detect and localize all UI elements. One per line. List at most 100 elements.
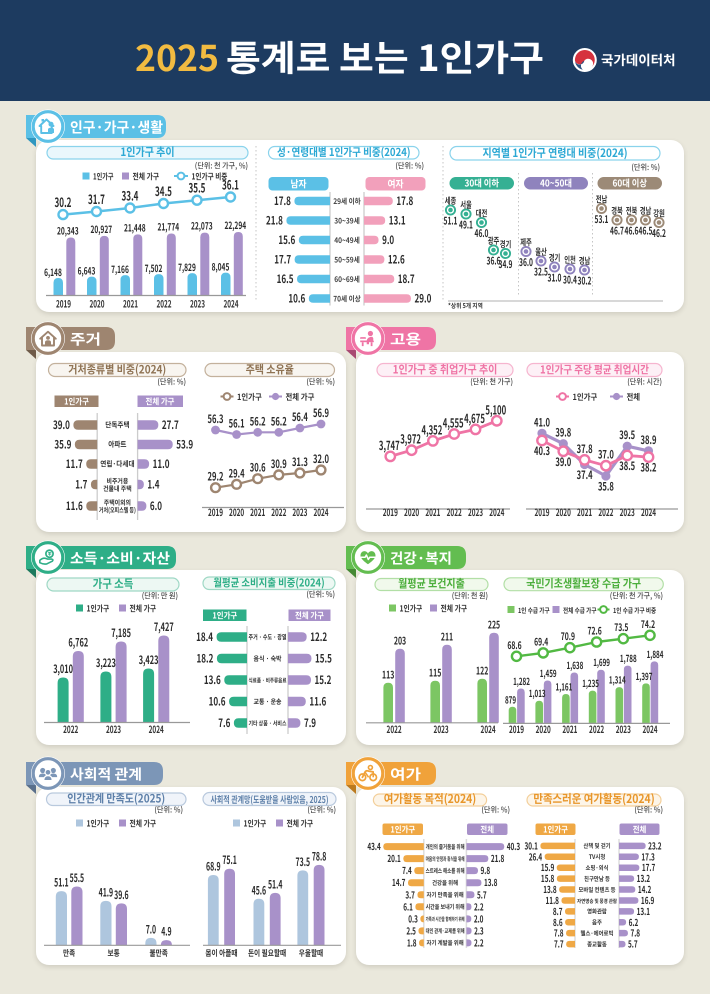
svg-text:3,423: 3,423	[139, 652, 159, 668]
svg-text:38.9: 38.9	[641, 432, 657, 448]
svg-text:37.0: 37.0	[598, 447, 614, 463]
svg-text:2021: 2021	[577, 504, 592, 519]
svg-text:헬스·에어로빅: 헬스·에어로빅	[581, 928, 614, 937]
svg-text:36.0: 36.0	[519, 255, 533, 270]
svg-text:전체 가구: 전체 가구	[130, 602, 157, 614]
svg-text:2.3: 2.3	[474, 923, 484, 937]
svg-text:사회적 관계망(도움받을 사람있음, 2025): 사회적 관계망(도움받을 사람있음, 2025)	[211, 792, 329, 806]
svg-text:2023: 2023	[468, 504, 483, 519]
svg-text:2019: 2019	[534, 504, 549, 519]
svg-text:2023: 2023	[106, 721, 121, 736]
svg-text:전체: 전체	[627, 391, 641, 403]
svg-text:(단위: 천 가구, %): (단위: 천 가구, %)	[195, 161, 248, 172]
svg-text:(단위: %): (단위: %)	[157, 377, 186, 388]
svg-text:돈이 필요할때: 돈이 필요할때	[248, 947, 286, 959]
svg-text:39.6: 39.6	[114, 887, 129, 903]
svg-text:건물내 주택: 건물내 주택	[103, 483, 132, 493]
svg-text:38.5: 38.5	[619, 458, 635, 474]
svg-text:광주: 광주	[488, 234, 500, 247]
svg-text:70.9: 70.9	[561, 628, 575, 643]
svg-text:30.4: 30.4	[563, 272, 577, 287]
svg-text:2024: 2024	[313, 504, 328, 519]
svg-text:4,675: 4,675	[464, 408, 485, 427]
svg-text:2020: 2020	[89, 296, 104, 311]
svg-text:0.3: 0.3	[408, 911, 418, 925]
svg-text:39.8: 39.8	[555, 425, 571, 441]
svg-text:1,314: 1,314	[609, 673, 626, 687]
svg-text:지역별 1인가구 연령대 비중(2024): 지역별 1인가구 연령대 비중(2024)	[482, 145, 627, 161]
svg-text:2024: 2024	[489, 504, 504, 519]
svg-text:56.9: 56.9	[313, 405, 329, 421]
svg-text:115: 115	[429, 665, 441, 680]
svg-text:6.0: 6.0	[150, 498, 162, 514]
svg-text:41.0: 41.0	[534, 414, 550, 430]
svg-text:7,185: 7,185	[111, 625, 131, 641]
svg-text:11.0: 11.0	[153, 456, 170, 472]
svg-text:4.9: 4.9	[161, 924, 172, 940]
svg-text:아파트: 아파트	[108, 439, 126, 450]
svg-text:1인가구 중 취업가구 추이: 1인가구 중 취업가구 추이	[393, 361, 498, 377]
svg-text:(단위: %): (단위: %)	[631, 162, 660, 173]
svg-text:1인 수급 가구: 1인 수급 가구	[518, 606, 550, 616]
svg-text:1인가구: 1인가구	[212, 609, 237, 621]
svg-text:여자: 여자	[388, 175, 404, 190]
svg-text:2019: 2019	[509, 721, 524, 736]
svg-text:68.6: 68.6	[507, 637, 521, 652]
svg-text:2020: 2020	[229, 504, 244, 519]
svg-text:46.2: 46.2	[652, 226, 666, 241]
svg-text:17.7: 17.7	[274, 252, 291, 268]
svg-text:거처종류별 비중(2024): 거처종류별 비중(2024)	[68, 361, 166, 377]
svg-text:대전: 대전	[476, 207, 488, 220]
svg-text:6,643: 6,643	[78, 263, 96, 278]
svg-text:55.5: 55.5	[70, 870, 85, 886]
svg-text:16.5: 16.5	[277, 271, 294, 287]
svg-text:비주거용: 비주거용	[107, 476, 129, 486]
svg-text:(단위: 천 가구): (단위: 천 가구)	[470, 377, 513, 388]
svg-text:1인가구 추이: 1인가구 추이	[120, 144, 174, 160]
svg-text:2024: 2024	[481, 721, 496, 736]
svg-text:1인가구: 1인가구	[244, 817, 267, 829]
svg-text:7.7: 7.7	[554, 937, 564, 951]
svg-text:친구만남 등: 친구만남 등	[584, 874, 610, 883]
svg-text:주거 · 수도 · 광열: 주거 · 수도 · 광열	[249, 632, 287, 642]
svg-text:1,699: 1,699	[593, 655, 610, 669]
svg-text:39.0: 39.0	[53, 417, 70, 433]
svg-text:우울할때: 우울할때	[299, 947, 324, 959]
svg-text:단독주택: 단독주택	[105, 420, 129, 431]
svg-text:2020: 2020	[404, 504, 419, 519]
svg-text:15.8: 15.8	[541, 871, 555, 885]
svg-text:2022: 2022	[589, 721, 604, 736]
svg-text:72.6: 72.6	[588, 623, 602, 638]
svg-text:7.8: 7.8	[630, 926, 640, 940]
svg-text:주택 소유율: 주택 소유율	[246, 361, 295, 377]
svg-text:쇼핑·외식: 쇼핑·외식	[586, 863, 609, 872]
svg-text:3,972: 3,972	[400, 429, 421, 448]
svg-text:26.4: 26.4	[529, 849, 543, 863]
svg-text:7.4: 7.4	[402, 863, 412, 877]
svg-text:전남: 전남	[596, 193, 608, 206]
svg-text:20,927: 20,927	[91, 221, 113, 236]
svg-text:30.2: 30.2	[578, 273, 592, 288]
svg-text:1,235: 1,235	[582, 676, 599, 690]
svg-text:70세 이상: 70세 이상	[333, 293, 361, 304]
svg-text:음주: 음주	[592, 918, 602, 927]
svg-text:전체 가구: 전체 가구	[146, 395, 175, 407]
svg-text:35.8: 35.8	[598, 479, 614, 495]
svg-text:879: 879	[505, 692, 516, 706]
svg-text:1,282: 1,282	[513, 674, 530, 688]
svg-text:7,166: 7,166	[111, 261, 129, 276]
svg-text:225: 225	[488, 617, 500, 632]
svg-text:5.7: 5.7	[628, 937, 638, 951]
svg-text:7.0: 7.0	[146, 921, 157, 937]
svg-text:(단위: 시간): (단위: 시간)	[627, 377, 662, 388]
svg-text:40~49세: 40~49세	[334, 235, 360, 246]
svg-text:15.6: 15.6	[278, 232, 295, 248]
svg-text:39.5: 39.5	[619, 427, 635, 443]
svg-text:만족스러운 여가활동(2024): 만족스러운 여가활동(2024)	[533, 790, 654, 807]
svg-text:12.2: 12.2	[310, 629, 327, 645]
svg-text:39.0: 39.0	[555, 454, 571, 470]
svg-text:30~39세: 30~39세	[334, 215, 360, 226]
svg-text:2022: 2022	[598, 504, 613, 519]
svg-text:15.9: 15.9	[541, 860, 555, 874]
svg-text:5.7: 5.7	[477, 887, 487, 901]
